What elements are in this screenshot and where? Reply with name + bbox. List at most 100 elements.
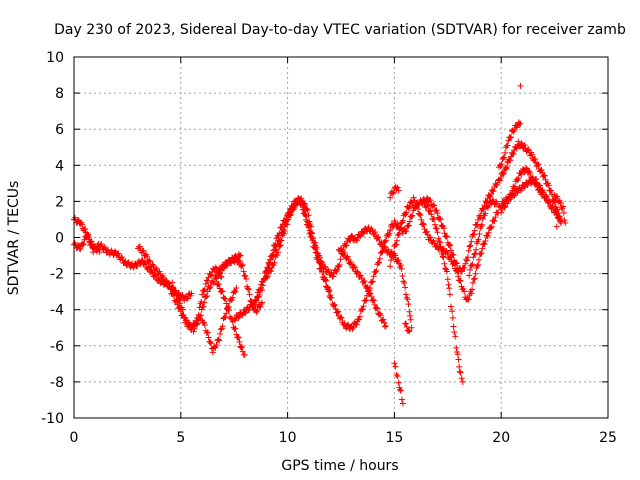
data-point: [476, 230, 483, 237]
data-point: [140, 247, 147, 254]
data-point: [362, 297, 369, 304]
data-point: [79, 241, 86, 248]
data-point: [501, 204, 508, 211]
data-point: [546, 199, 553, 206]
data-point: [241, 272, 248, 279]
data-point: [232, 325, 239, 332]
data-point: [308, 233, 315, 240]
data-point: [424, 202, 431, 209]
data-point: [452, 333, 459, 340]
data-point: [240, 268, 247, 275]
data-point: [350, 324, 357, 331]
data-point: [470, 254, 477, 261]
data-point: [254, 294, 261, 301]
data-point: [278, 237, 285, 244]
data-point: [211, 278, 218, 285]
data-point: [456, 363, 463, 370]
data-point: [379, 248, 386, 255]
data-point: [433, 207, 440, 214]
data-point: [217, 326, 224, 333]
data-point: [397, 262, 404, 269]
data-point: [408, 324, 415, 331]
data-point: [437, 216, 444, 223]
data-point: [471, 251, 478, 258]
data-point: [492, 214, 499, 221]
data-point: [450, 259, 457, 266]
data-point: [190, 328, 197, 335]
data-point: [471, 227, 478, 234]
data-point: [299, 206, 306, 213]
data-point: [222, 314, 229, 321]
data-point: [399, 217, 406, 224]
data-point: [557, 199, 564, 206]
data-point: [238, 344, 245, 351]
data-point: [223, 300, 230, 307]
data-point: [548, 187, 555, 194]
data-point: [369, 278, 376, 285]
data-point: [387, 263, 394, 270]
data-point: [343, 242, 350, 249]
data-point: [426, 208, 433, 215]
data-point: [396, 230, 403, 237]
data-point: [311, 244, 318, 251]
data-point: [368, 279, 375, 286]
data-point: [221, 264, 228, 271]
data-point: [224, 261, 231, 268]
data-point: [558, 218, 565, 225]
x-tick-label: 5: [176, 430, 185, 446]
data-point: [303, 216, 310, 223]
data-point: [392, 363, 399, 370]
data-point: [226, 307, 233, 314]
y-tick-label: -6: [50, 339, 64, 355]
data-point: [470, 276, 477, 283]
data-point: [510, 150, 517, 157]
data-point: [309, 237, 316, 244]
data-point: [457, 369, 464, 376]
data-point: [200, 287, 207, 294]
data-point: [498, 161, 505, 168]
data-point: [370, 273, 377, 280]
data-point: [364, 283, 371, 290]
data-point: [382, 323, 389, 330]
data-point: [470, 231, 477, 238]
data-point: [469, 261, 476, 268]
data-point: [393, 241, 400, 248]
data-point: [257, 286, 264, 293]
data-point: [440, 254, 447, 261]
data-point: [395, 187, 402, 194]
data-point: [482, 210, 489, 217]
data-point: [549, 203, 556, 210]
chart-title: Day 230 of 2023, Sidereal Day-to-day VTE…: [54, 22, 626, 38]
data-point: [443, 268, 450, 275]
data-point: [163, 277, 170, 284]
data-point: [453, 344, 460, 351]
data-point: [427, 234, 434, 241]
data-point: [229, 294, 236, 301]
data-point: [389, 190, 396, 197]
data-point: [525, 146, 532, 153]
data-point: [529, 174, 536, 181]
data-point: [470, 279, 477, 286]
data-point: [98, 241, 105, 248]
data-point: [527, 169, 534, 176]
data-point: [301, 210, 308, 217]
data-point: [381, 319, 388, 326]
data-point: [553, 208, 560, 215]
data-point: [532, 179, 539, 186]
data-point: [471, 275, 478, 282]
data-point: [561, 217, 568, 224]
data-point: [459, 378, 466, 385]
data-point: [217, 267, 224, 274]
data-point: [176, 296, 183, 303]
data-point: [266, 260, 273, 267]
data-point: [405, 301, 412, 308]
data-point: [358, 275, 365, 282]
data-point: [462, 260, 469, 267]
data-point: [376, 255, 383, 262]
data-point: [235, 314, 242, 321]
data-point: [403, 227, 410, 234]
data-point: [457, 277, 464, 284]
data-point: [179, 306, 186, 313]
data-point: [456, 368, 463, 375]
